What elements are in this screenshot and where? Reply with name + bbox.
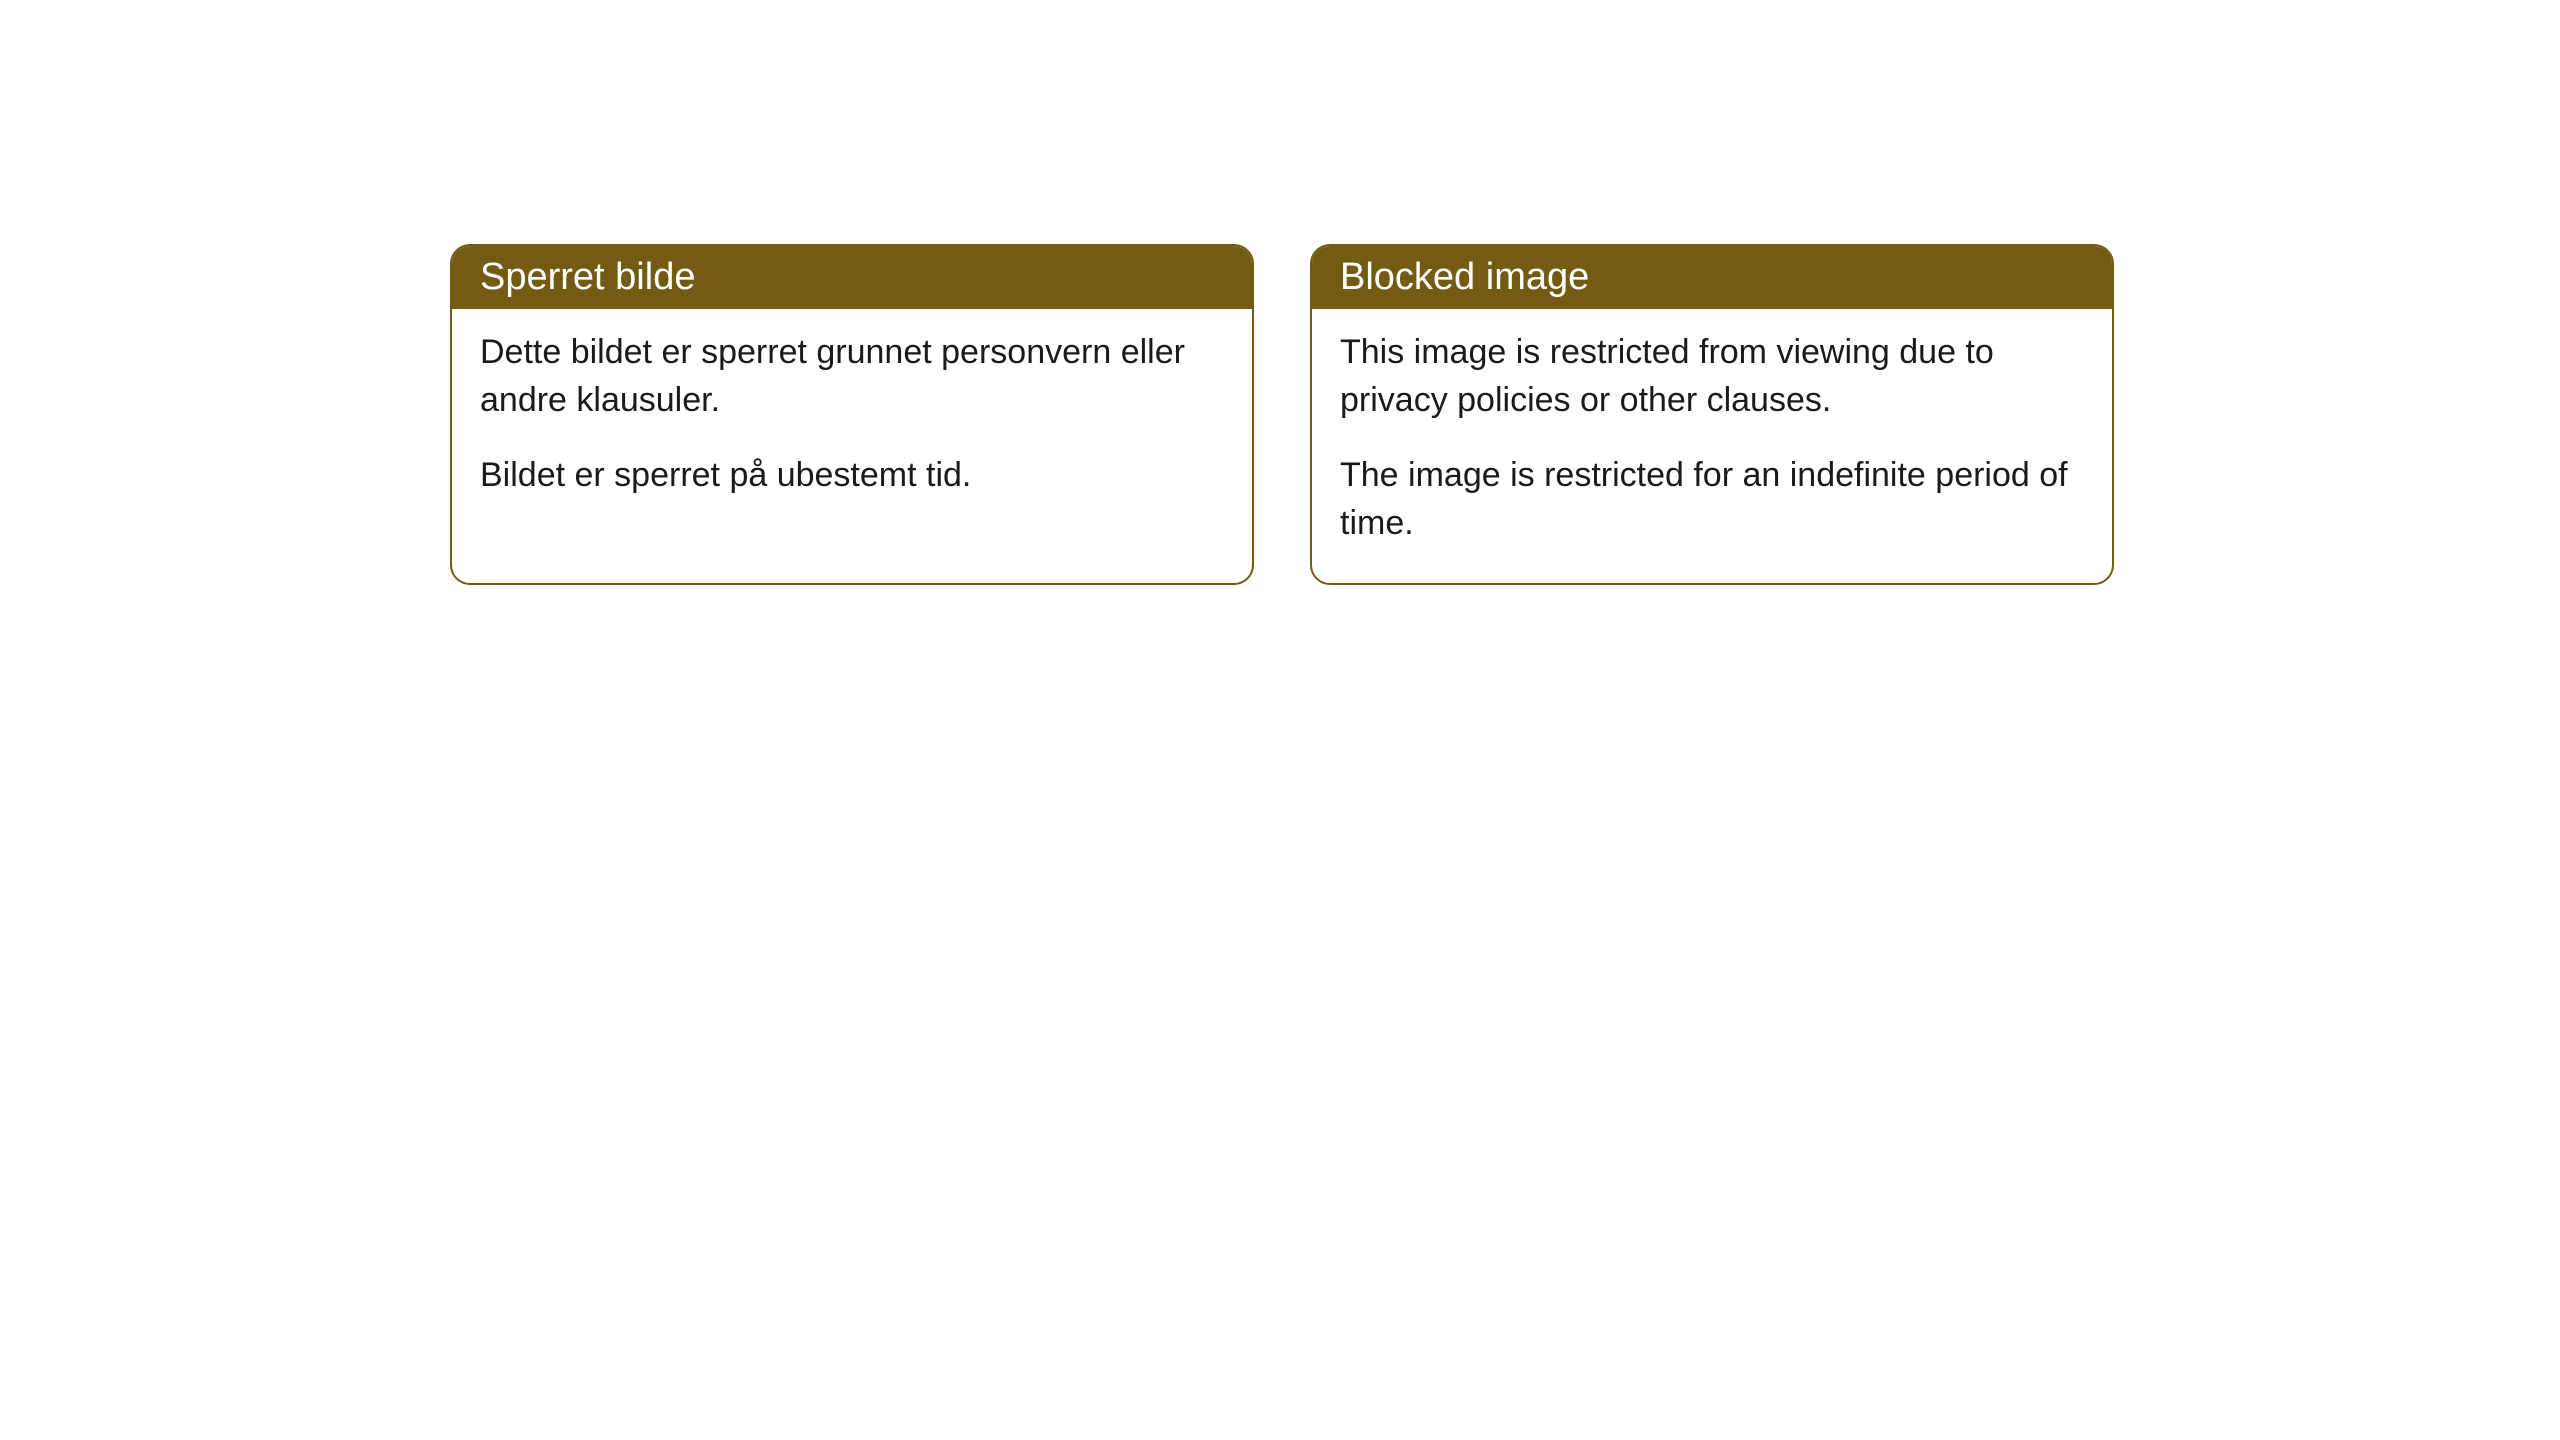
card-header: Blocked image: [1312, 246, 2112, 309]
card-paragraph: Dette bildet er sperret grunnet personve…: [480, 329, 1224, 424]
card-paragraph: This image is restricted from viewing du…: [1340, 329, 2084, 424]
card-header: Sperret bilde: [452, 246, 1252, 309]
card-paragraph: The image is restricted for an indefinit…: [1340, 452, 2084, 547]
card-body: Dette bildet er sperret grunnet personve…: [452, 309, 1252, 536]
notice-container: Sperret bilde Dette bildet er sperret gr…: [450, 244, 2114, 585]
notice-card-norwegian: Sperret bilde Dette bildet er sperret gr…: [450, 244, 1254, 585]
notice-card-english: Blocked image This image is restricted f…: [1310, 244, 2114, 585]
card-paragraph: Bildet er sperret på ubestemt tid.: [480, 452, 1224, 500]
card-body: This image is restricted from viewing du…: [1312, 309, 2112, 583]
